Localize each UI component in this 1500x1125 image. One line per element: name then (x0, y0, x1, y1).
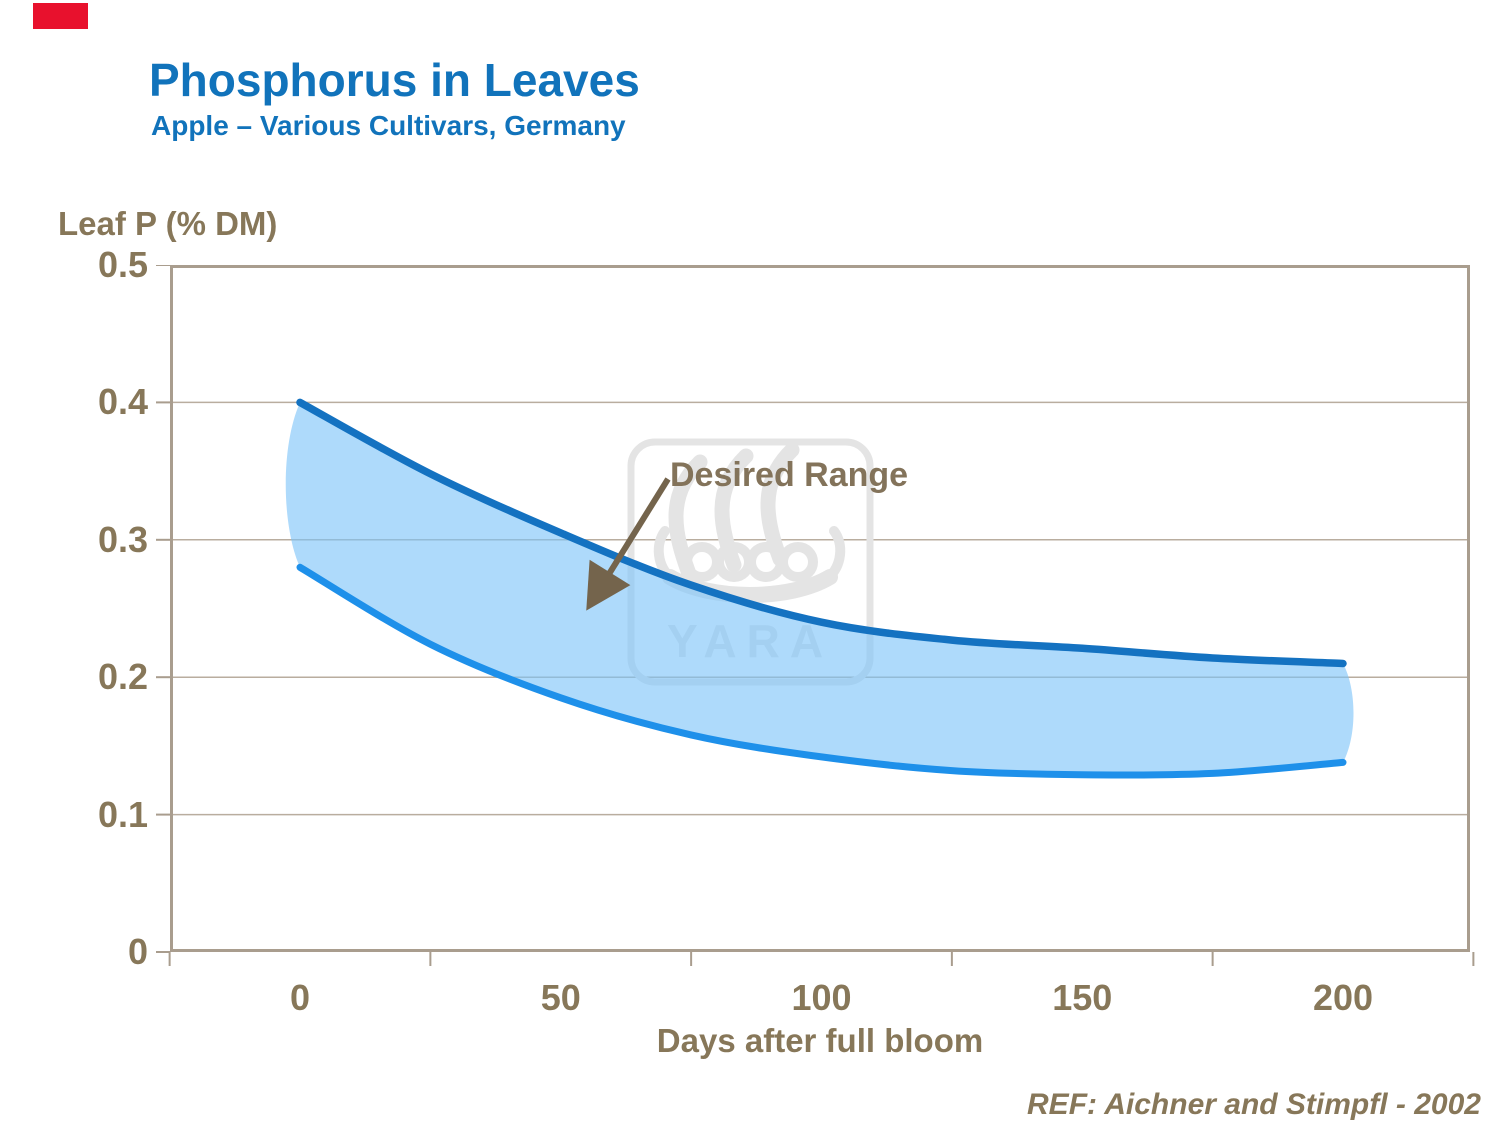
x-tick-label: 100 (791, 977, 852, 1018)
y-tick-label: 0.3 (97, 518, 148, 560)
x-tick-label: 200 (1312, 977, 1374, 1018)
y-tick-label: 0.4 (97, 381, 148, 423)
x-tick-label: 50 (540, 977, 581, 1018)
brand-red-square (33, 3, 88, 29)
x-tick-label: 0 (289, 977, 311, 1018)
watermark-shield (778, 542, 818, 582)
y-tick-label: 0 (127, 931, 148, 972)
x-axis-title: Days after full bloom (656, 1022, 984, 1059)
upper-limit-curve (296, 398, 1347, 668)
desired-range-band (285, 402, 1354, 776)
y-tick-label: 0.5 (97, 244, 148, 285)
axis-ticks (156, 265, 1475, 966)
watermark-sail-stroke (714, 448, 754, 573)
chart-plot-area: YARA (156, 265, 1475, 966)
x-tick-label: 150 (1052, 977, 1113, 1018)
reference-citation: REF: Aichner and Stimpfl - 2002 (1027, 1088, 1481, 1121)
watermark-shield (746, 542, 786, 582)
page-title: Phosphorus in Leaves (149, 54, 640, 106)
annotation-desired-range: Desired Range (670, 456, 909, 494)
y-axis-title: Leaf P (% DM) (58, 205, 278, 242)
annotation-arrow (586, 477, 671, 611)
y-tick-label: 0.2 (97, 656, 148, 698)
lower-limit-curve (296, 563, 1347, 779)
watermark-shield (682, 542, 722, 582)
watermark-stern (823, 526, 846, 583)
y-tick-label: 0.1 (97, 793, 148, 835)
page-subtitle: Apple – Various Cultivars, Germany (151, 110, 626, 141)
plot-border (170, 265, 1470, 952)
